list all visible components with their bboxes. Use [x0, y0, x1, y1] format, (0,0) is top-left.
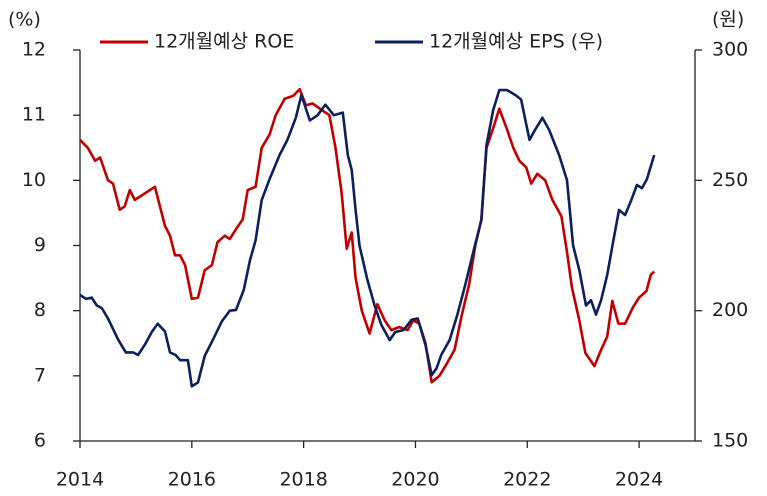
- y-tick-label: 7: [34, 364, 46, 386]
- legend-label: 12개월예상 ROE: [154, 31, 294, 53]
- x-tick-label: 2024: [615, 469, 663, 491]
- y2-tick-label: 150: [712, 430, 748, 452]
- y2-tick-label: 250: [712, 169, 748, 191]
- series-line: [79, 88, 656, 388]
- y2-tick-label: 300: [712, 39, 748, 61]
- y2-axis-label: (원): [712, 9, 744, 31]
- series-line: [79, 87, 656, 384]
- y-tick-label: 12: [22, 39, 46, 61]
- x-tick-label: 2020: [391, 469, 439, 491]
- y-tick-label: 9: [34, 234, 46, 256]
- y-tick-label: 10: [22, 169, 46, 191]
- legend-label: 12개월예상 EPS (우): [429, 31, 603, 53]
- y2-tick-label: 200: [712, 299, 748, 321]
- x-tick-label: 2022: [503, 469, 551, 491]
- x-tick-label: 2014: [56, 469, 104, 491]
- x-tick-label: 2016: [168, 469, 216, 491]
- y-axis-label: (%): [8, 9, 41, 31]
- x-tick-label: 2018: [279, 469, 327, 491]
- y-tick-label: 8: [34, 299, 46, 321]
- y-tick-label: 6: [34, 430, 46, 452]
- y-tick-label: 11: [22, 104, 46, 126]
